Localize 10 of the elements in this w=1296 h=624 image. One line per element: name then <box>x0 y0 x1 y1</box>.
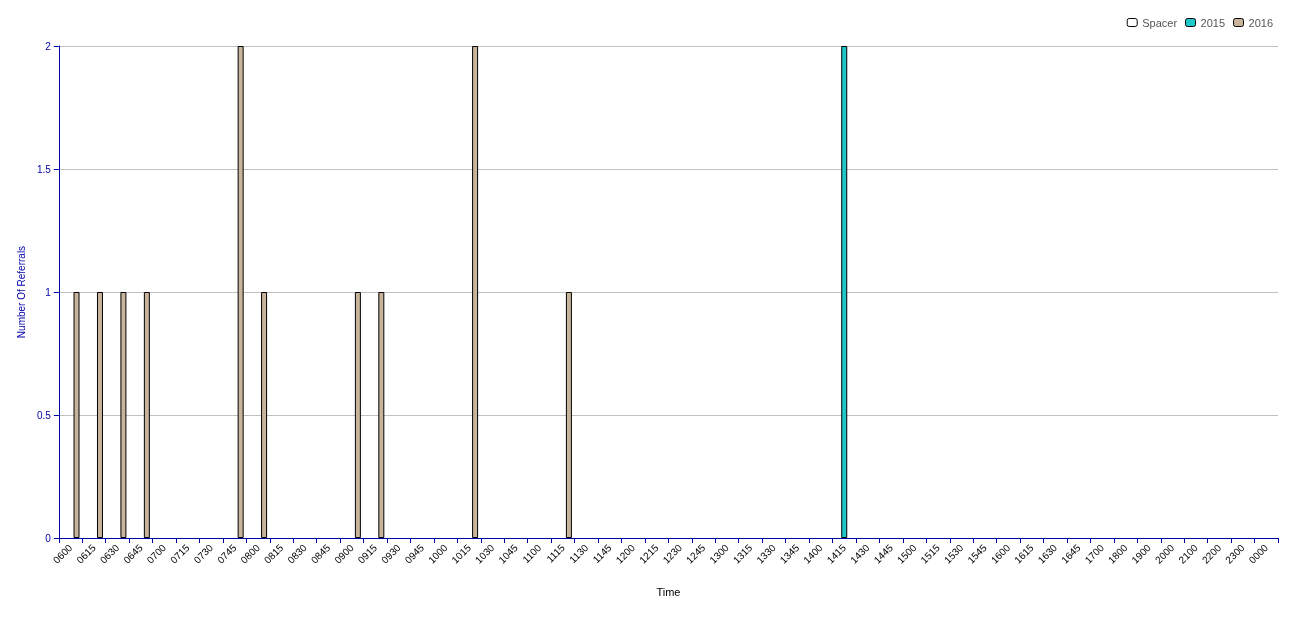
y-tick-label: 0.5 <box>36 409 52 421</box>
y-tick-label: 1.5 <box>36 163 52 175</box>
y-axis-title: Number Of Referrals <box>15 245 27 339</box>
y-tick-label: 0 <box>45 532 52 544</box>
y-tick-label: 2 <box>45 40 52 52</box>
x-axis-title: Time <box>656 585 681 598</box>
y-tick-label: 1 <box>45 286 52 298</box>
legend-label: 2016 <box>1248 16 1274 29</box>
legend-label: 2015 <box>1200 16 1226 29</box>
legend-label: Spacer <box>1142 16 1178 29</box>
